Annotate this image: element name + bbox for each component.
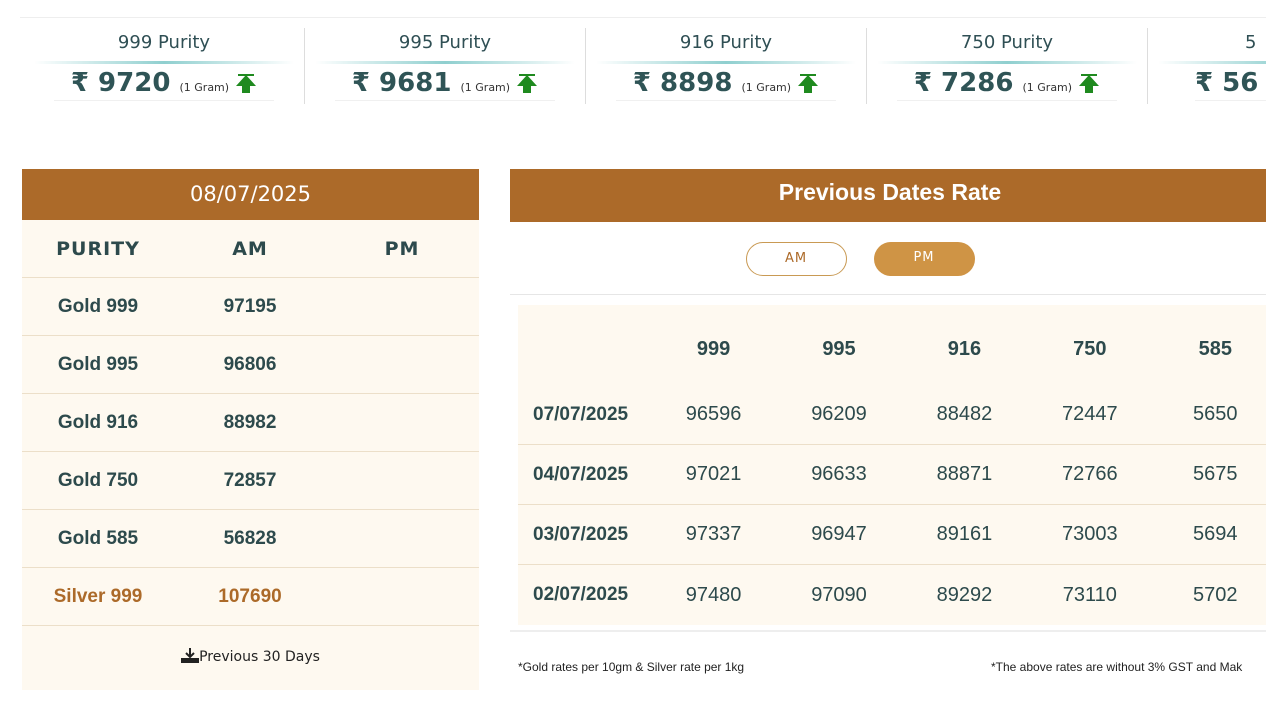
cell: 916 — [947, 337, 982, 360]
table-row: Gold 995 96806 — [22, 336, 479, 394]
previous-30-days-link[interactable]: Previous 30 Days — [22, 626, 479, 665]
cell: 56828 — [223, 527, 277, 549]
cell: Gold 995 — [57, 353, 139, 375]
cell: 97090 — [811, 583, 867, 606]
cell: 5675 — [1193, 463, 1238, 485]
cell: Gold 916 — [57, 411, 139, 433]
cell: Silver 999 — [53, 585, 143, 607]
download-icon — [181, 648, 200, 663]
cell: 5650 — [1193, 403, 1238, 425]
cell: 5702 — [1193, 583, 1238, 606]
table-row: Gold 916 88982 — [22, 394, 479, 452]
table-row: 03/07/2025 97337 96947 89161 73003 5694 — [518, 505, 1266, 565]
cell: 97021 — [685, 463, 742, 485]
table-row: 02/07/2025 97480 97090 89292 73110 5702 — [518, 565, 1266, 625]
purity-card: 995 Purity ₹ 9681 (1 Gram) — [305, 28, 586, 104]
table-row: Silver 999 107690 — [22, 568, 479, 626]
cell: 73110 — [1062, 583, 1117, 606]
cell: Gold 999 — [57, 295, 139, 317]
cell: 999 — [696, 337, 731, 360]
footnote-gst: *The above rates are without 3% GST and … — [991, 660, 1243, 674]
pm-button[interactable]: PM — [873, 242, 975, 276]
cell: 96806 — [223, 353, 277, 375]
cell: Gold 585 — [57, 527, 139, 549]
cell: 96596 — [685, 403, 742, 425]
table-row: Gold 999 97195 — [22, 278, 479, 336]
previous-dates-panel: Previous Dates Rate AM PM 999 995 916 750 58… — [510, 169, 1266, 625]
purity-card: 5 ₹ 56 — [1148, 28, 1266, 104]
divider — [510, 630, 1266, 632]
up-arrow-icon — [1079, 73, 1100, 93]
purity-card: 916 Purity ₹ 8898 (1 Gram) — [586, 28, 867, 104]
cell: 88482 — [936, 403, 993, 425]
up-arrow-icon — [798, 73, 819, 93]
purity-card: 999 Purity ₹ 9720 (1 Gram) — [24, 28, 305, 104]
previous-rates-table: 999 995 916 750 585 07/07/2025 96596 96209 88482… — [518, 305, 1266, 625]
cell: 02/07/2025 — [533, 584, 629, 605]
am-pm-toggle: AM PM — [510, 222, 1266, 295]
cell: 97480 — [685, 583, 742, 606]
table-row: Gold 750 72857 — [22, 452, 479, 510]
up-arrow-icon — [517, 73, 538, 93]
cell: Gold 750 — [57, 469, 139, 491]
purity-card: 750 Purity ₹ 7286 (1 Gram) — [867, 28, 1148, 104]
cell: 88982 — [223, 411, 277, 433]
cell: 89161 — [936, 523, 993, 545]
cell: 07/07/2025 — [533, 403, 629, 425]
cell: 73003 — [1062, 523, 1118, 545]
purity-cards: 999 Purity ₹ 9720 (1 Gram) 995 Purity ₹ 96… — [24, 28, 1266, 104]
cell: 97195 — [223, 295, 277, 317]
up-arrow-icon — [236, 73, 257, 93]
table-header: 999 995 916 750 585 — [518, 305, 1266, 385]
cell: 750 — [1073, 337, 1107, 360]
cell: 96947 — [811, 523, 867, 545]
cell: 107690 — [218, 585, 282, 607]
previous-title: Previous Dates Rate — [510, 169, 1266, 222]
table-row: 07/07/2025 96596 96209 88482 72447 5650 — [518, 385, 1266, 445]
divider — [20, 17, 1266, 18]
cell: 585 — [1198, 337, 1232, 360]
today-rates-panel: 08/07/2025 PURITY AM PM Gold 999 97195 Gold … — [22, 169, 479, 690]
table-row: 04/07/2025 97021 96633 88871 72766 5675 — [518, 445, 1266, 505]
table-row: Gold 585 56828 — [22, 510, 479, 568]
cell: 04/07/2025 — [533, 463, 629, 485]
cell: 72447 — [1062, 403, 1118, 425]
cell: 995 — [822, 337, 856, 360]
footnote-units: *Gold rates per 10gm & Silver rate per 1… — [518, 660, 745, 674]
cell: 72766 — [1062, 463, 1118, 485]
am-button[interactable]: AM — [745, 242, 847, 276]
cell: 5694 — [1193, 523, 1238, 545]
cell: 96209 — [811, 403, 867, 425]
cell: 89292 — [936, 583, 993, 606]
table-header: PURITY AM PM — [22, 220, 479, 278]
cell: 97337 — [685, 523, 742, 545]
cell: 03/07/2025 — [533, 523, 629, 545]
today-date: 08/07/2025 — [22, 169, 479, 220]
cell: 88871 — [936, 463, 993, 485]
cell: 96633 — [811, 463, 867, 485]
cell: 72857 — [223, 469, 277, 491]
